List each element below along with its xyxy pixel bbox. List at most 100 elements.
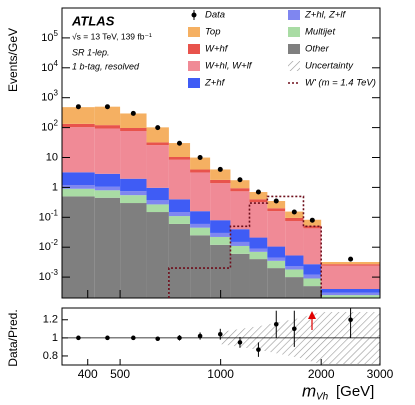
stack-segment xyxy=(62,172,95,186)
stack-segment xyxy=(62,123,95,128)
stack-segment xyxy=(190,157,211,170)
x-axis-unit: [GeV] xyxy=(336,383,374,400)
stack-segment xyxy=(146,212,169,298)
stack-segment xyxy=(62,185,95,189)
data-point xyxy=(104,104,110,110)
stack-segment xyxy=(285,217,304,221)
stack-segment xyxy=(285,266,304,270)
stack-segment xyxy=(321,264,380,266)
ratio-point xyxy=(76,335,81,341)
stack-segment xyxy=(120,128,147,132)
data-point xyxy=(217,166,223,172)
stack-segment xyxy=(321,288,380,293)
stack-segment xyxy=(168,212,191,217)
stack-segment xyxy=(249,202,268,238)
stack-segment xyxy=(94,106,121,126)
stack-segment xyxy=(190,223,211,228)
stack-segment xyxy=(168,156,191,160)
legend-swatch xyxy=(288,27,300,37)
stack-segment xyxy=(190,169,211,173)
y-tick-label: 104 xyxy=(41,59,58,74)
stack-segment xyxy=(249,251,268,260)
stack-segment xyxy=(230,241,250,246)
y-tick-label: 10-1 xyxy=(39,208,59,223)
stack-segment xyxy=(303,278,322,287)
stack-segment xyxy=(267,257,286,261)
ratio-y-tick-label: 1 xyxy=(52,332,58,344)
signal-line xyxy=(168,195,322,298)
legend-label: Multijet xyxy=(305,27,335,38)
stack-segment xyxy=(267,268,286,298)
stack-segment xyxy=(120,191,147,196)
y-tick-label: 102 xyxy=(41,119,58,134)
stack-segment xyxy=(146,204,169,213)
stack-segment xyxy=(249,248,268,252)
stack-segment xyxy=(210,220,231,233)
ratio-point xyxy=(131,335,136,341)
stack-segment xyxy=(168,143,191,157)
legend-label: Top xyxy=(205,27,221,38)
stack-segment xyxy=(210,236,231,245)
stack-segment xyxy=(230,253,250,298)
stack-segment xyxy=(146,145,169,188)
legend-swatch xyxy=(188,78,200,88)
stack-segment xyxy=(190,172,211,212)
stack-segment xyxy=(303,286,322,298)
stack-segment xyxy=(321,295,380,298)
stack-segment xyxy=(120,178,147,192)
stack-segment xyxy=(267,208,286,212)
ratio-point xyxy=(217,331,223,337)
ratio-point xyxy=(273,321,279,327)
stack-segment xyxy=(267,246,286,258)
legend-swatch xyxy=(288,61,300,71)
x-axis-symbol: m xyxy=(302,381,316,400)
ratio-point xyxy=(197,333,203,339)
y-axis-label: Events/GeV xyxy=(6,28,20,92)
stack-segment xyxy=(120,113,147,129)
stack-segment xyxy=(94,190,121,198)
stack xyxy=(62,106,380,298)
stack-segment xyxy=(285,277,304,298)
stack-segment xyxy=(168,159,191,200)
stack-segment xyxy=(210,169,231,180)
stack-segment xyxy=(303,228,322,265)
legend-label: Uncertainty xyxy=(305,61,354,72)
stack-segment xyxy=(303,274,322,279)
stack-segment xyxy=(120,203,147,298)
x-tick-label: 500 xyxy=(110,367,130,381)
region-label: SR 1-lep. xyxy=(72,47,110,57)
stack-segment xyxy=(190,227,211,236)
stack-segment xyxy=(230,180,250,189)
stack-segment xyxy=(230,245,250,254)
stack-segment xyxy=(62,188,95,197)
selection-label: 1 b-tag, resolved xyxy=(72,61,140,71)
legend-label: W' (m = 1.4 TeV) xyxy=(305,78,376,89)
data-point xyxy=(348,256,354,262)
stack-segment xyxy=(303,225,322,229)
stack-segment xyxy=(249,259,268,298)
x-tick-label: 3000 xyxy=(367,367,394,381)
legend-label: Z+hf xyxy=(204,78,226,89)
stack-segment xyxy=(210,232,231,237)
ratio-point xyxy=(348,317,353,323)
stack-segment xyxy=(230,229,250,242)
legend-label: W+hl, W+lf xyxy=(205,61,253,72)
stack-segment xyxy=(168,223,191,298)
stack-segment xyxy=(210,179,231,184)
ratio-point xyxy=(155,336,161,342)
stack-segment xyxy=(168,199,191,213)
ratio-point xyxy=(256,347,261,352)
stack-segment xyxy=(120,195,147,204)
experiment-label: ATLAS xyxy=(71,13,115,28)
ratio-y-tick-label: 0.8 xyxy=(43,350,58,362)
stack-segment xyxy=(230,188,250,192)
stack-segment xyxy=(94,128,121,174)
stack-segment xyxy=(285,220,304,256)
legend-label: W+hf xyxy=(205,44,229,55)
data-point xyxy=(273,198,279,204)
data-point xyxy=(237,177,243,183)
legend-swatch xyxy=(188,27,200,37)
data-point xyxy=(75,104,81,110)
x-tick-label: 400 xyxy=(78,367,98,381)
ratio-point xyxy=(177,335,182,341)
